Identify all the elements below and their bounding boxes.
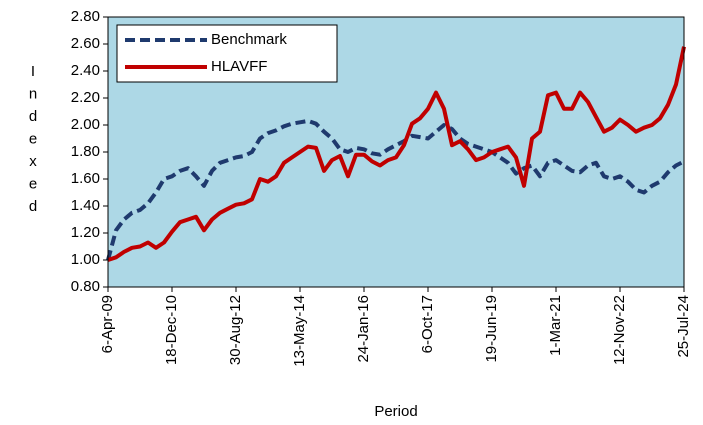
x-tick-label: 18-Dec-10 bbox=[163, 295, 180, 365]
x-tick-label: 30-Aug-12 bbox=[227, 295, 244, 365]
plot-border bbox=[107, 16, 685, 288]
y-tick-label: 1.20 bbox=[71, 224, 100, 241]
legend-label: Benchmark bbox=[211, 31, 287, 48]
series-line bbox=[106, 118, 685, 261]
x-axis-title: Period bbox=[374, 403, 417, 420]
x-tick-label: 6-Oct-17 bbox=[419, 295, 436, 353]
y-tick-label: 1.40 bbox=[71, 197, 100, 214]
y-tick-label: 2.40 bbox=[71, 62, 100, 79]
series-line bbox=[107, 46, 686, 262]
y-tick-label: 2.20 bbox=[71, 89, 100, 106]
x-tick-label: 6-Apr-09 bbox=[99, 295, 116, 353]
y-tick-label: 2.60 bbox=[71, 35, 100, 52]
x-tick-label: 13-May-14 bbox=[291, 295, 308, 367]
x-tick-label: 25-Jul-24 bbox=[675, 295, 692, 358]
x-tick-label: 12-Nov-22 bbox=[611, 295, 628, 365]
x-tick-label: 24-Jan-16 bbox=[355, 295, 372, 363]
y-tick-label: 0.80 bbox=[71, 278, 100, 295]
legend-box bbox=[116, 24, 338, 83]
x-tick-label: 19-Jun-19 bbox=[483, 295, 500, 363]
y-tick-label: 1.00 bbox=[71, 251, 100, 268]
x-tick-label: 1-Mar-21 bbox=[547, 295, 564, 356]
y-tick-label: 1.60 bbox=[71, 170, 100, 187]
y-tick-label: 2.80 bbox=[71, 8, 100, 25]
y-tick-label: 1.80 bbox=[71, 143, 100, 160]
legend-label: HLAVFF bbox=[211, 58, 267, 75]
y-tick-label: 2.00 bbox=[71, 116, 100, 133]
